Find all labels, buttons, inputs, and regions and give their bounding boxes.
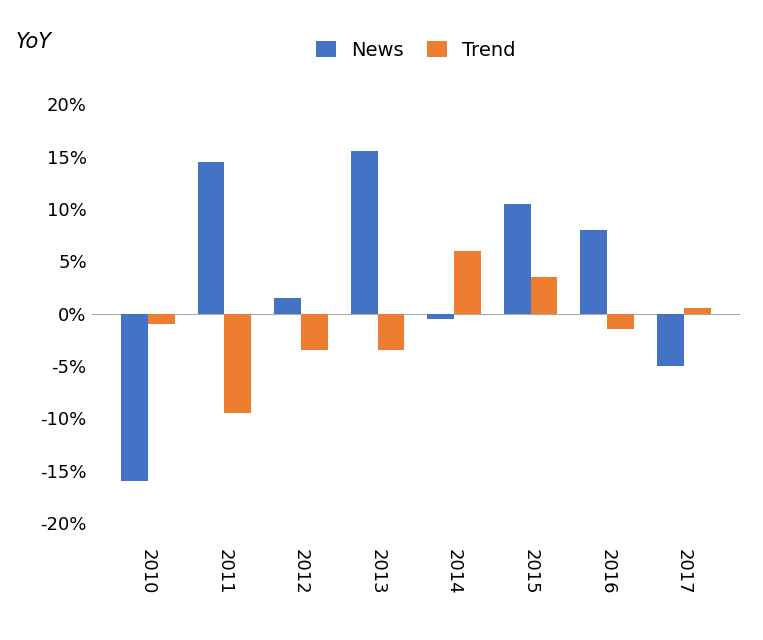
Bar [684, 308, 710, 314]
Bar [531, 277, 558, 314]
Bar [198, 162, 224, 314]
Bar [607, 314, 634, 330]
Bar [378, 314, 404, 350]
Bar [148, 314, 175, 324]
Bar [351, 151, 378, 314]
Bar [581, 230, 607, 314]
Bar [274, 298, 301, 314]
Legend: News, Trend: News, Trend [308, 33, 523, 68]
Bar [224, 314, 251, 413]
Bar [454, 251, 481, 314]
Bar [427, 314, 454, 319]
Bar [301, 314, 328, 350]
Text: YoY: YoY [15, 32, 51, 52]
Bar [504, 204, 531, 314]
Bar [657, 314, 684, 366]
Bar [121, 314, 148, 481]
